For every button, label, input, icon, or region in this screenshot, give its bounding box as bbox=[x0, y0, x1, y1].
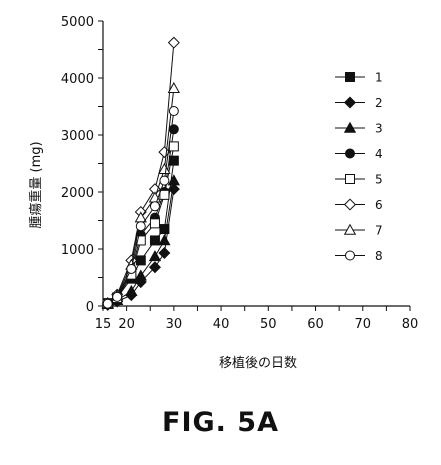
y-tick-label: 3000 bbox=[61, 129, 94, 144]
legend-label: 5 bbox=[375, 173, 383, 187]
data-point bbox=[127, 264, 136, 273]
data-point bbox=[169, 142, 178, 151]
legend-label: 3 bbox=[375, 122, 383, 136]
legend-item: 4 bbox=[335, 147, 383, 161]
legend: 1 2 3 4 5 6 7 8 bbox=[335, 71, 383, 264]
data-point bbox=[103, 299, 112, 308]
x-tick-label: 15 bbox=[95, 317, 112, 332]
y-tick-label: 5000 bbox=[61, 15, 94, 30]
data-point bbox=[150, 202, 159, 211]
legend-label: 2 bbox=[375, 96, 383, 110]
legend-item: 5 bbox=[335, 173, 383, 187]
legend-marker bbox=[345, 97, 356, 108]
x-tick-label: 60 bbox=[307, 317, 324, 332]
x-tick-label: 40 bbox=[213, 317, 230, 332]
legend-item: 8 bbox=[335, 249, 383, 263]
legend-item: 3 bbox=[335, 122, 383, 136]
figure-caption: FIG. 5A bbox=[0, 407, 441, 438]
legend-label: 8 bbox=[375, 249, 383, 263]
data-point bbox=[169, 175, 180, 185]
data-point bbox=[169, 107, 178, 116]
tumor-weight-chart: 0 1000 2000 3000 4000 5000 15 20 30 40 50 60 70 80 1 2… bbox=[0, 0, 441, 400]
x-tick-label: 80 bbox=[402, 317, 419, 332]
data-point bbox=[160, 176, 169, 185]
x-tick-label: 70 bbox=[354, 317, 371, 332]
y-tick-label: 0 bbox=[86, 300, 94, 315]
legend-marker bbox=[345, 123, 356, 133]
legend-marker bbox=[345, 199, 356, 210]
x-tick-label: 30 bbox=[166, 317, 183, 332]
legend-label: 1 bbox=[375, 71, 383, 85]
data-point bbox=[160, 190, 169, 199]
legend-marker bbox=[346, 149, 355, 158]
legend-label: 7 bbox=[375, 224, 383, 238]
legend-marker bbox=[346, 251, 355, 260]
data-point bbox=[150, 219, 159, 228]
legend-marker bbox=[346, 73, 355, 82]
axes bbox=[103, 21, 410, 306]
legend-item: 2 bbox=[335, 96, 383, 110]
x-tick-label: 50 bbox=[260, 317, 277, 332]
x-axis-title: 移植後の日数 bbox=[219, 356, 297, 371]
y-axis-title: 腫瘍重量 (mg) bbox=[28, 141, 44, 228]
legend-item: 6 bbox=[335, 198, 383, 212]
data-point bbox=[136, 256, 145, 265]
y-tick-label: 2000 bbox=[61, 186, 94, 201]
data-point bbox=[169, 37, 180, 48]
series-layer bbox=[102, 37, 179, 310]
x-tick-label: 20 bbox=[118, 317, 135, 332]
y-tick-label: 4000 bbox=[61, 72, 94, 87]
data-point bbox=[136, 222, 145, 231]
legend-marker bbox=[346, 175, 355, 184]
legend-label: 4 bbox=[375, 147, 383, 161]
legend-item: 1 bbox=[335, 71, 383, 85]
legend-marker bbox=[345, 225, 356, 235]
data-point bbox=[159, 235, 170, 245]
data-point bbox=[135, 270, 146, 280]
data-point bbox=[150, 236, 159, 245]
tick-group: 0100020003000400050001520304050607080 bbox=[61, 15, 418, 332]
data-point bbox=[159, 248, 170, 259]
legend-item: 7 bbox=[335, 224, 383, 238]
data-point bbox=[113, 292, 122, 301]
data-point bbox=[150, 251, 161, 261]
y-tick-label: 1000 bbox=[61, 243, 94, 258]
legend-label: 6 bbox=[375, 198, 383, 212]
